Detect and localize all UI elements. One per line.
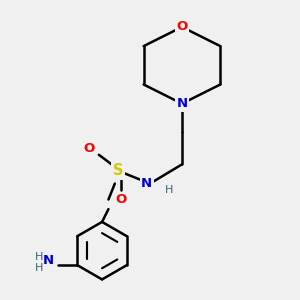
Text: N: N bbox=[176, 97, 188, 110]
Text: H: H bbox=[34, 263, 43, 273]
Text: S: S bbox=[113, 163, 123, 178]
Text: H: H bbox=[34, 252, 43, 262]
Text: O: O bbox=[176, 20, 188, 34]
Text: O: O bbox=[84, 142, 95, 155]
Text: N: N bbox=[43, 254, 54, 267]
Text: N: N bbox=[141, 177, 152, 190]
Text: H: H bbox=[165, 185, 173, 195]
Text: O: O bbox=[116, 193, 127, 206]
